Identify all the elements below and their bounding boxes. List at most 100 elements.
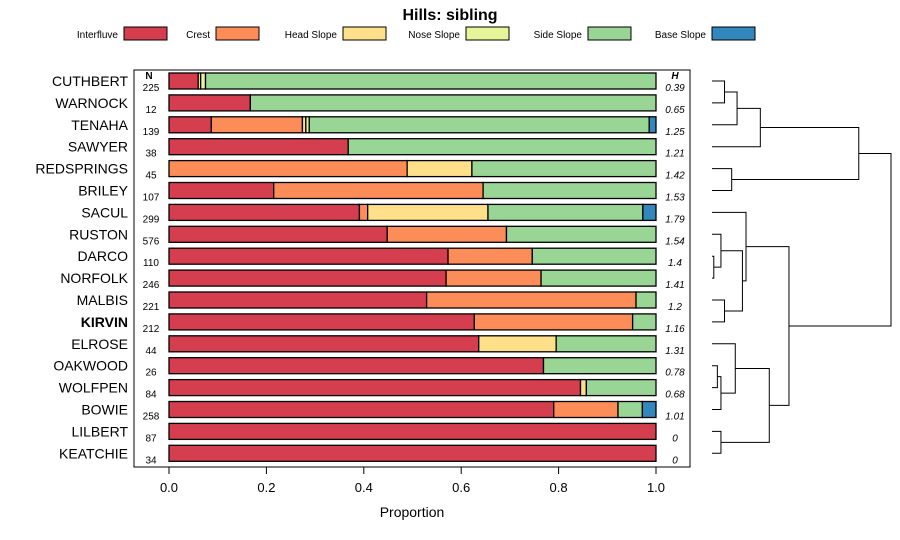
h-value-cuthbert: 0.39 [665, 83, 685, 94]
dendrogram-link-4 [731, 127, 860, 181]
h-value-bowie: 1.01 [665, 412, 684, 423]
h-value-sawyer: 1.21 [665, 149, 684, 160]
row-label-lilbert: LILBERT [71, 423, 128, 439]
dendrogram-link-15 [746, 246, 790, 406]
row-label-redsprings: REDSPRINGS [35, 161, 128, 177]
row-label-wolfpen: WOLFPEN [59, 380, 128, 396]
legend-swatch-side-slope [587, 26, 632, 41]
row-label-bowie: BOWIE [81, 402, 128, 418]
bar-segment-bowie-side-slope [617, 400, 644, 419]
bar-segment-elrose-side-slope [555, 335, 657, 353]
bar-segment-sawyer-side-slope [347, 138, 657, 156]
row-label-cuthbert: CUTHBERT [52, 73, 128, 89]
x-tick-label-4: 0.8 [550, 480, 568, 495]
bar-segment-tenaha-side-slope [308, 116, 650, 134]
plot-panel [133, 69, 691, 468]
x-axis-title: Proportion [380, 504, 445, 520]
legend-label-head-slope: Head Slope [285, 30, 338, 41]
n-value-oakwood: 26 [145, 368, 157, 379]
x-tick-label-3: 0.6 [452, 480, 470, 495]
bar-segment-briley-side-slope [482, 181, 657, 200]
n-value-lilbert: 87 [145, 433, 157, 444]
h-value-malbis: 1.2 [668, 302, 682, 313]
row-label-norfolk: NORFOLK [60, 270, 128, 286]
n-value-ruston: 576 [143, 236, 160, 247]
h-value-lilbert: 0 [672, 433, 678, 444]
n-value-wolfpen: 84 [145, 390, 157, 401]
bar-segment-ruston-crest [386, 225, 508, 243]
bar-segment-darco-interfluve [168, 247, 449, 265]
dendrogram-link-14 [720, 367, 770, 443]
row-label-tenaha: TENAHA [71, 117, 128, 133]
bar-segment-cuthbert-nose-slope [200, 72, 207, 90]
dendrogram-link-11 [712, 376, 722, 410]
bar-segment-warnock-side-slope [249, 94, 657, 112]
bars-area [168, 72, 657, 462]
bar-segment-oakwood-side-slope [542, 357, 657, 375]
bar-segment-darco-side-slope [531, 247, 657, 265]
bar-segment-bowie-base-slope [641, 400, 657, 419]
h-value-tenaha: 1.25 [665, 127, 685, 138]
legend-label-crest: Crest [186, 30, 210, 41]
n-column-header: N [145, 71, 152, 82]
bar-segment-briley-crest [273, 181, 484, 200]
x-tick-label-0: 0.0 [160, 480, 178, 495]
bar-segment-lilbert-interfluve [168, 422, 657, 441]
n-value-tenaha: 139 [143, 127, 160, 138]
h-value-oakwood: 0.78 [665, 368, 685, 379]
n-value-bowie: 258 [143, 412, 160, 423]
row-label-darco: DARCO [77, 248, 128, 264]
h-value-ruston: 1.54 [665, 236, 685, 247]
dendrogram-link-7 [712, 299, 726, 323]
bar-segment-tenaha-base-slope [648, 116, 657, 134]
legend-label-interfluve: Interfluve [77, 30, 119, 41]
legend-swatch-base-slope [711, 26, 756, 41]
bar-segment-cuthbert-side-slope [204, 72, 657, 90]
legend-swatch-interfluve [123, 26, 168, 41]
n-value-darco: 110 [143, 258, 159, 269]
dendrogram-link-13 [712, 430, 722, 454]
legend-label-base-slope: Base Slope [655, 30, 707, 41]
bar-segment-kirvin-interfluve [168, 313, 475, 331]
h-value-warnock: 0.65 [665, 105, 685, 116]
h-value-norfolk: 1.41 [665, 280, 684, 291]
n-value-kirvin: 212 [143, 324, 160, 335]
h-value-redsprings: 1.42 [665, 171, 685, 182]
bar-segment-sacul-head-slope [367, 203, 489, 222]
bar-segment-malbis-interfluve [168, 291, 428, 309]
bar-segment-wolfpen-side-slope [585, 378, 657, 397]
row-label-malbis: MALBIS [77, 292, 128, 308]
n-value-briley: 107 [143, 193, 160, 204]
row-label-sawyer: SAWYER [68, 139, 128, 155]
bar-segment-malbis-crest [425, 291, 637, 309]
row-label-oakwood: OAKWOOD [53, 358, 128, 374]
row-label-ruston: RUSTON [69, 226, 128, 242]
h-value-darco: 1.4 [668, 258, 682, 269]
n-value-keatchie: 34 [145, 455, 157, 466]
bar-segment-sacul-base-slope [642, 203, 657, 222]
n-value-elrose: 44 [145, 346, 157, 357]
bar-segment-norfolk-crest [445, 269, 542, 287]
n-value-warnock: 12 [145, 105, 157, 116]
h-value-briley: 1.53 [665, 193, 685, 204]
bar-segment-redsprings-head-slope [406, 159, 473, 178]
row-label-briley: BRILEY [78, 183, 128, 199]
bar-segment-redsprings-crest [168, 159, 408, 178]
h-value-sacul: 1.79 [665, 214, 685, 225]
dendrogram-link-3 [712, 168, 733, 191]
bar-segment-sacul-crest [358, 203, 369, 222]
n-value-malbis: 221 [143, 302, 160, 313]
bar-segment-redsprings-side-slope [471, 159, 657, 178]
n-value-sawyer: 38 [145, 149, 157, 160]
bar-segment-bowie-crest [553, 400, 619, 419]
n-value-redsprings: 45 [145, 171, 157, 182]
n-value-cuthbert: 225 [143, 83, 160, 94]
h-column-header: H [671, 71, 679, 82]
bar-segment-elrose-head-slope [478, 335, 557, 353]
dendrogram-link-5 [712, 255, 715, 279]
bar-segment-kirvin-side-slope [631, 313, 657, 331]
x-tick-label-1: 0.2 [257, 480, 275, 495]
bar-segment-bowie-interfluve [168, 400, 555, 419]
legend-label-side-slope: Side Slope [534, 30, 583, 41]
bar-segment-elrose-interfluve [168, 335, 480, 353]
